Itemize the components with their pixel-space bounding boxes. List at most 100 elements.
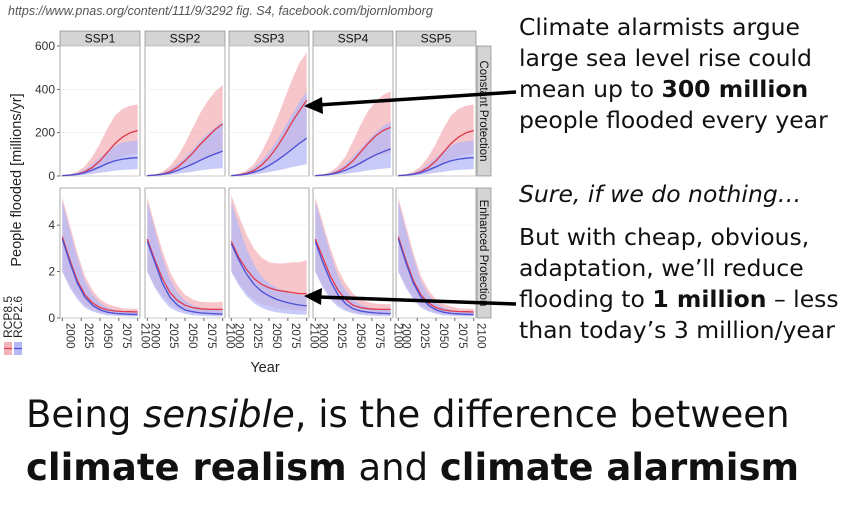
headline-italic: sensible [143,393,295,436]
rcp85-line [397,236,474,313]
annotation-emphasis: 300 million [661,75,809,103]
arrow-upper-line [317,90,517,107]
x-tick-label: 2000 [63,323,75,349]
annotation-text: mean up to [519,75,662,103]
annotation-line: But with cheap, obvious, [519,223,810,251]
x-tick-label: 2025 [335,323,347,349]
rcp26-band [147,201,223,317]
x-tick-label: 2025 [418,323,430,349]
x-tick-label: 2000 [148,323,160,349]
annotation-line: than today’s 3 million/year [519,316,835,344]
x-tick-label: 2100 [224,323,236,349]
annotation-line: Climate alarmists argue [519,13,800,41]
y-tick-label: 200 [35,126,55,140]
annotation-line: mean up to 300 million [519,74,828,105]
headline-line-2: climate realism and climate alarmism [26,441,799,494]
rcp26-line [146,241,223,315]
y-axis-label: People flooded [millions/yr] [9,93,25,266]
rcp26-line [62,156,138,177]
y-tick-label: 400 [35,82,55,96]
x-axis-label: Year [250,360,279,376]
annotation-do-nothing: Sure, if we do nothing… [519,180,802,208]
chart-panels: SSP1 SSP2 SSP3 SSP4 SSP5 Constant Protection 0… [35,30,492,349]
annotation-arrows [304,90,517,306]
headline-text: and [346,446,440,489]
legend-label-rcp85: RCP8.5 [1,296,15,338]
annotation-line: adaptation, we’ll reduce [519,254,804,282]
annotation-alarmists: Climate alarmists argue large sea level … [519,12,828,136]
annotation-adaptation: But with cheap, obvious, adaptation, we’… [519,222,839,346]
facet-label: SSP1 [85,32,116,46]
rcp26-line [314,241,391,315]
annotation-text: flooding to [519,285,653,313]
rcp26-line [61,238,138,316]
x-tick-label: 2100 [392,323,404,349]
rcp26-band [231,201,307,315]
rcp26-band [62,140,138,176]
y-tick-label: 4 [48,218,55,232]
facet-label: SSP5 [421,32,452,46]
rcp85-line [314,238,391,311]
annotation-line: flooding to 1 million – less [519,284,839,315]
headline-bold: climate realism [26,446,347,489]
x-tick-label: 2075 [205,323,217,349]
x-tick-label: 2050 [354,323,366,349]
rcp26-band [398,140,474,176]
x-tick-label: 2025 [82,323,94,349]
x-tick-label: 2075 [120,323,132,349]
arrow-upper-head [304,97,323,114]
annotation-emphasis: 1 million [652,285,767,313]
rcp85-line [230,241,307,295]
y-tick-label: 0 [48,169,55,183]
x-tick-label: 2075 [373,323,385,349]
legend-label-rcp26: RCP2.6 [11,296,25,338]
rcp85-line [61,236,138,313]
x-tick-label: 2000 [399,323,411,349]
x-tick-label: 2100 [139,323,151,349]
y-tick-label: 600 [35,39,55,53]
y-tick-label: 2 [48,265,55,279]
x-tick-label: 2025 [251,323,263,349]
rcp26-band [315,121,391,176]
rcp26-band [147,121,223,176]
annotation-text: – less [766,285,839,313]
x-tick-label: 2050 [270,323,282,349]
x-tick-label: 2075 [289,323,301,349]
row-label: Enhanced Protection [477,200,489,307]
x-tick-label: 2050 [101,323,113,349]
rcp26-band [231,91,307,176]
y-tick-label: 0 [48,311,55,325]
headline-text: , is the difference between [294,393,790,436]
x-tick-label: 2050 [437,323,449,349]
x-tick-label: 2000 [232,323,244,349]
headline-text: Being [26,393,144,436]
x-tick-label: 2075 [456,323,468,349]
row-label: Constant Protection [477,60,489,161]
headline: Being sensible, is the difference betwee… [26,388,799,494]
rcp26-line [147,150,223,177]
facet-label: SSP4 [338,32,369,46]
arrow-lower-head [304,288,322,305]
arrow-lower-line [317,295,517,306]
x-tick-label: 2000 [316,323,328,349]
rcp85-line [146,238,223,311]
row-strip [476,45,492,177]
x-tick-label: 2025 [167,323,179,349]
source-note: https://www.pnas.org/content/111/9/3292 … [8,4,433,18]
rcp26-line [315,148,391,177]
headline-bold: climate alarmism [439,446,800,489]
facet-label: SSP2 [170,32,201,46]
annotation-line: people flooded every year [519,106,828,134]
annotation-line: large sea level rise could [519,44,812,72]
rcp26-line [231,137,308,177]
x-tick-label: 2100 [475,323,487,349]
x-tick-label: 2100 [308,323,320,349]
headline-line-1: Being sensible, is the difference betwee… [26,388,799,441]
rcp26-line [397,238,474,316]
row-strip [476,187,492,319]
rcp26-line [398,156,474,177]
rcp26-line [230,243,307,307]
x-tick-label: 2050 [186,323,198,349]
